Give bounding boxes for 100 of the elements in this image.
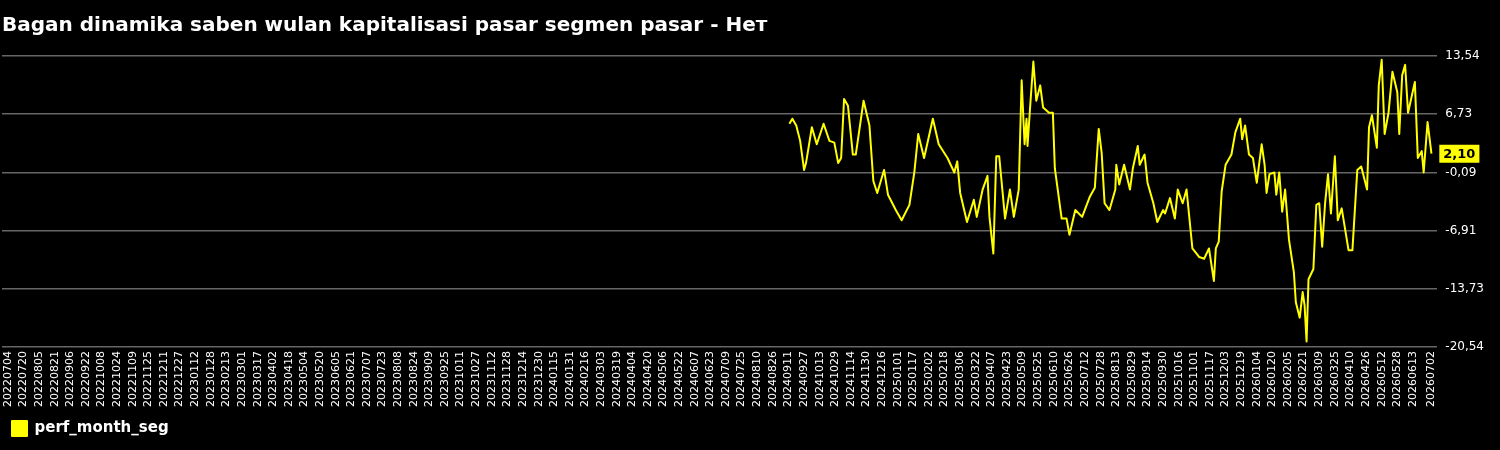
x-tick-label: 20220821 (47, 351, 61, 408)
x-tick-label: 20221024 (110, 351, 123, 408)
x-tick-label: 20230621 (344, 351, 358, 408)
x-tick-label: 20250509 (1015, 351, 1029, 408)
x-tick-label: 20251016 (1171, 351, 1185, 408)
x-tick-label: 20230824 (406, 351, 420, 408)
x-tick-label: 20231214 (515, 351, 529, 408)
x-tick-label: 20260410 (1343, 351, 1357, 408)
x-tick-label: 20250202 (921, 351, 935, 408)
x-tick-label: 20240522 (672, 351, 686, 408)
x-tick-label: 20240115 (547, 351, 561, 408)
x-tick-label: 20231230 (531, 351, 545, 408)
x-tick-label: 20250813 (1109, 351, 1123, 408)
x-tick-label: 20220805 (31, 351, 45, 408)
x-tick-label: 20230213 (219, 351, 233, 408)
x-tick-label: 20250712 (1077, 351, 1091, 408)
x-tick-label: 20240319 (609, 351, 623, 408)
y-tick-label: -6,91 (1445, 222, 1477, 237)
x-tick-label: 20230707 (359, 351, 373, 408)
x-tick-label: 20231027 (469, 351, 483, 408)
y-tick-label: -13,73 (1445, 280, 1484, 295)
x-tick-label: 20230605 (328, 351, 342, 408)
x-tick-label: 20260104 (1249, 351, 1263, 408)
x-tick-label: 20251219 (1234, 351, 1248, 408)
x-tick-label: 20230418 (281, 351, 295, 408)
x-tick-label: 20260325 (1327, 351, 1341, 408)
x-tick-label: 20240911 (781, 351, 795, 408)
x-tick-label: 20240404 (625, 351, 639, 408)
x-tick-label: 20240607 (687, 351, 701, 408)
x-tick-label: 20241029 (828, 351, 842, 408)
x-tick-label: 20240131 (562, 351, 576, 408)
x-tick-label: 20230317 (250, 351, 264, 408)
y-tick-label: 6,73 (1445, 106, 1473, 121)
y-tick-label: 13,54 (1445, 48, 1480, 63)
x-tick-label: 20240216 (578, 351, 592, 408)
x-tick-label: 20251101 (1187, 351, 1201, 408)
x-tick-label: 20221109 (125, 351, 139, 408)
y-tick-label: -20,54 (1445, 339, 1484, 354)
x-tick-label: 20250407 (984, 351, 998, 408)
x-tick-label: 20230520 (312, 351, 326, 408)
x-tick-label: 20230723 (375, 351, 389, 408)
x-tick-label: 20250525 (1031, 351, 1045, 408)
x-tick-label: 20260309 (1312, 351, 1326, 408)
x-tick-label: 20241114 (843, 351, 857, 408)
x-tick-label: 20220704 (0, 351, 14, 408)
x-tick-label: 20260120 (1265, 351, 1279, 408)
legend-label: perf_month_seg (34, 418, 169, 437)
x-tick-label: 20220720 (16, 351, 30, 408)
x-tick-label: 20260205 (1280, 351, 1294, 408)
x-tick-label: 20231112 (484, 351, 498, 408)
x-tick-label: 20250914 (1140, 351, 1154, 408)
x-tick-label: 20250610 (1046, 351, 1060, 408)
x-tick-label: 20230402 (266, 351, 280, 408)
x-tick-label: 20241216 (874, 351, 888, 408)
x-tick-label: 20240927 (796, 351, 810, 408)
x-tick-label: 20240810 (750, 351, 764, 408)
x-tick-label: 20231011 (453, 351, 467, 408)
x-tick-label: 20250423 (999, 351, 1013, 408)
x-tick-label: 20230909 (422, 351, 436, 408)
x-tick-label: 20230112 (188, 351, 202, 408)
x-tick-label: 20251117 (1202, 351, 1216, 408)
x-tick-label: 20250322 (968, 351, 982, 408)
x-tick-label: 20260426 (1358, 351, 1372, 408)
x-tick-label: 20250829 (1124, 351, 1138, 408)
x-tick-label: 20260221 (1296, 351, 1310, 408)
x-tick-label: 20231128 (500, 351, 514, 408)
x-tick-label: 20260512 (1374, 351, 1388, 408)
x-tick-label: 20221008 (94, 351, 108, 408)
x-tick-label: 20221125 (141, 351, 155, 408)
x-tick-label: 20230504 (297, 351, 311, 408)
x-tick-label: 20250306 (953, 351, 967, 408)
x-tick-label: 20240709 (718, 351, 732, 408)
chart-title: Bagan dinamika saben wulan kapitalisasi pasar segmen pasar - Нет (2, 12, 768, 37)
x-tick-label: 20250101 (890, 351, 904, 408)
x-tick-label: 20240826 (765, 351, 779, 408)
x-tick-label: 20241130 (859, 351, 873, 408)
annotation: 2,10 (1443, 146, 1476, 162)
x-tick-label: 20250117 (906, 351, 920, 408)
x-tick-label: 20240623 (703, 351, 717, 408)
x-tick-label: 20260702 (1424, 351, 1438, 408)
x-tick-label: 20221227 (172, 351, 186, 408)
x-tick-label: 20230925 (437, 351, 451, 408)
x-tick-label: 20250218 (937, 351, 951, 408)
x-tick-label: 20221211 (156, 351, 170, 408)
x-tick-label: 20240506 (656, 351, 670, 408)
x-tick-label: 20240303 (593, 351, 607, 408)
x-tick-label: 20260528 (1390, 351, 1404, 408)
x-tick-label: 20230128 (203, 351, 217, 408)
x-tick-label: 20251203 (1218, 351, 1232, 408)
x-tick-label: 20240725 (734, 351, 748, 408)
x-tick-label: 20250728 (1093, 351, 1107, 408)
x-tick-label: 20230808 (391, 351, 405, 408)
x-tick-label: 20230301 (234, 351, 248, 408)
x-tick-label: 20250626 (1062, 351, 1076, 408)
x-tick-label: 20240420 (640, 351, 654, 408)
x-tick-label: 20220922 (78, 351, 92, 408)
x-tick-label: 20241013 (812, 351, 826, 408)
x-tick-label: 20260613 (1405, 351, 1419, 408)
x-tick-label: 20250930 (1155, 351, 1169, 408)
x-tick-label: 20220906 (63, 351, 77, 408)
